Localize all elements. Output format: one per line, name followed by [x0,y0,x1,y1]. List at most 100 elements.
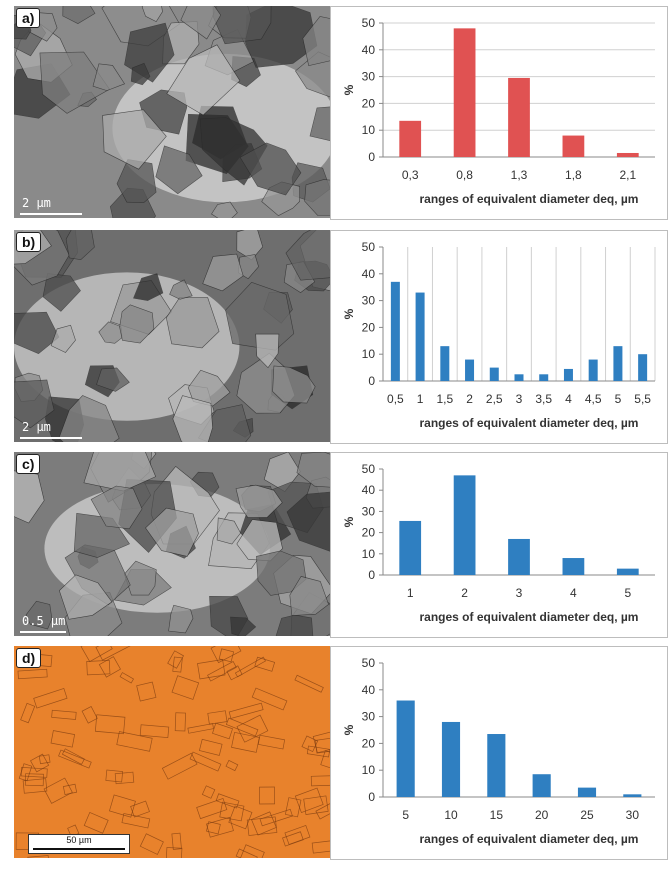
y-tick-label: 20 [362,96,376,110]
bar [623,794,641,797]
x-tick-label: 4,5 [585,392,602,406]
y-tick-label: 0 [368,568,375,582]
y-tick-label: 10 [362,763,376,777]
panel-b: b) 2 µm 0 10 20 30 40 50 0,5 1 1,5 2 2,5 3 3,5 4 4,5 5 5… [8,230,668,442]
y-tick-label: 0 [368,374,375,388]
x-axis-label: ranges of equivalent diameter deq, µm [420,192,639,206]
chart-d-svg: 010203040505 10 15 20 25 30%ranges of equival… [331,647,667,859]
y-tick-label: 50 [362,16,376,30]
bar [617,569,639,575]
bar [515,374,524,381]
y-tick-label: 10 [362,347,376,361]
scale-bar-d-line [33,848,125,850]
panel-a: a) 2 µm 0 10 20 30 40 50 0,3 0,8 1,3 1,8 2,1% range… [8,6,668,218]
bar [638,354,647,381]
scale-bar-a-label: 2 µm [22,196,51,210]
bar [563,136,585,157]
scale-bar-d-label: 50 µm [29,835,129,845]
x-tick-label: 1,3 [511,168,528,182]
x-tick-label: 4 [570,586,577,600]
y-tick-label: 10 [362,547,376,561]
micrograph-a-texture [14,6,336,218]
y-tick-label: 30 [362,70,376,84]
y-tick-label: 50 [362,240,376,254]
y-axis-label: % [342,724,356,735]
panel-label-c: c) [16,454,40,474]
bar [563,558,585,575]
y-tick-label: 0 [368,150,375,164]
y-tick-label: 30 [362,504,376,518]
chart-d: 0 10 20 30 40 50 5 10 15 20 25 30% ranges of equival… [330,646,668,860]
panel-c: c) 0.5 µm 0 10 20 30 40 50 1 2 3 4 5% ranges of equ… [8,452,668,636]
y-tick-label: 40 [362,483,376,497]
scale-bar-b-line [20,437,82,439]
bar [613,346,622,381]
y-tick-label: 30 [362,294,376,308]
bar [440,346,449,381]
bar [508,539,530,575]
chart-b: 0 10 20 30 40 50 0,5 1 1,5 2 2,5 3 3,5 4 4,5 5 5,5% range… [330,230,668,444]
x-tick-label: 20 [535,808,549,822]
micrograph-background [14,646,336,858]
bar [533,774,551,797]
x-tick-label: 0,8 [456,168,473,182]
panel-label-d: d) [16,648,41,668]
micrograph-c-texture [14,452,336,636]
x-tick-label: 4 [565,392,572,406]
bar [391,282,400,381]
bar [397,701,415,797]
x-tick-label: 30 [626,808,640,822]
x-tick-label: 5 [402,808,409,822]
scale-bar-d: 50 µm [28,834,130,854]
scale-bar-b-label: 2 µm [22,420,51,434]
scale-bar-c-label: 0.5 µm [22,614,65,628]
y-axis-label: % [342,516,356,527]
bar [454,475,476,575]
bar [399,121,421,157]
chart-a-svg: 0 10 20 30 40 50 0,3 0,8 1,3 1,8 2,1% ranges of equ… [331,7,667,219]
panel-d: d) 50 µm 0 10 20 30 40 50 5 10 15 20 25 30% ranges o… [8,646,668,858]
x-tick-label: 5 [615,392,622,406]
bar [589,360,598,381]
x-tick-label: 10 [444,808,458,822]
bar [399,521,421,575]
bar [508,78,530,157]
y-tick-label: 0 [368,790,375,804]
micrograph-b-texture [14,230,336,442]
x-axis-label: ranges of equivalent diameter deq, µm [420,832,639,846]
x-tick-label: 2 [461,586,468,600]
chart-c: 0 10 20 30 40 50 1 2 3 4 5% ranges of equivalent di… [330,452,668,638]
panel-label-b: b) [16,232,41,252]
micrograph-b: b) 2 µm [14,230,336,442]
panel-label-a: a) [16,8,40,28]
micrograph-c: c) 0.5 µm [14,452,336,636]
bar [539,374,548,381]
x-tick-label: 2,5 [486,392,503,406]
y-tick-label: 40 [362,683,376,697]
x-tick-label: 1,5 [436,392,453,406]
x-tick-label: 1,8 [565,168,582,182]
x-tick-label: 3 [516,586,523,600]
bar [454,28,476,157]
bar [416,293,425,381]
x-tick-label: 2 [466,392,473,406]
y-tick-label: 20 [362,526,376,540]
x-tick-label: 0,3 [402,168,419,182]
x-tick-label: 5 [624,586,631,600]
x-tick-label: 1 [407,586,414,600]
y-tick-label: 30 [362,710,376,724]
x-tick-label: 15 [490,808,504,822]
y-tick-label: 40 [362,43,376,57]
x-axis-label: ranges of equivalent diameter deq, µm [420,416,639,430]
micrograph-d: d) 50 µm [14,646,336,858]
y-axis-label: % [342,84,356,95]
bar [578,788,596,797]
chart-a: 0 10 20 30 40 50 0,3 0,8 1,3 1,8 2,1% ranges of equ… [330,6,668,220]
micrograph-d-texture [14,646,336,858]
x-axis-label: ranges of equivalent diameter deq, µm [420,610,639,624]
scale-bar-c-line [20,631,66,633]
x-tick-label: 0,5 [387,392,404,406]
x-tick-label: 25 [580,808,594,822]
bar [487,734,505,797]
y-tick-label: 50 [362,656,376,670]
